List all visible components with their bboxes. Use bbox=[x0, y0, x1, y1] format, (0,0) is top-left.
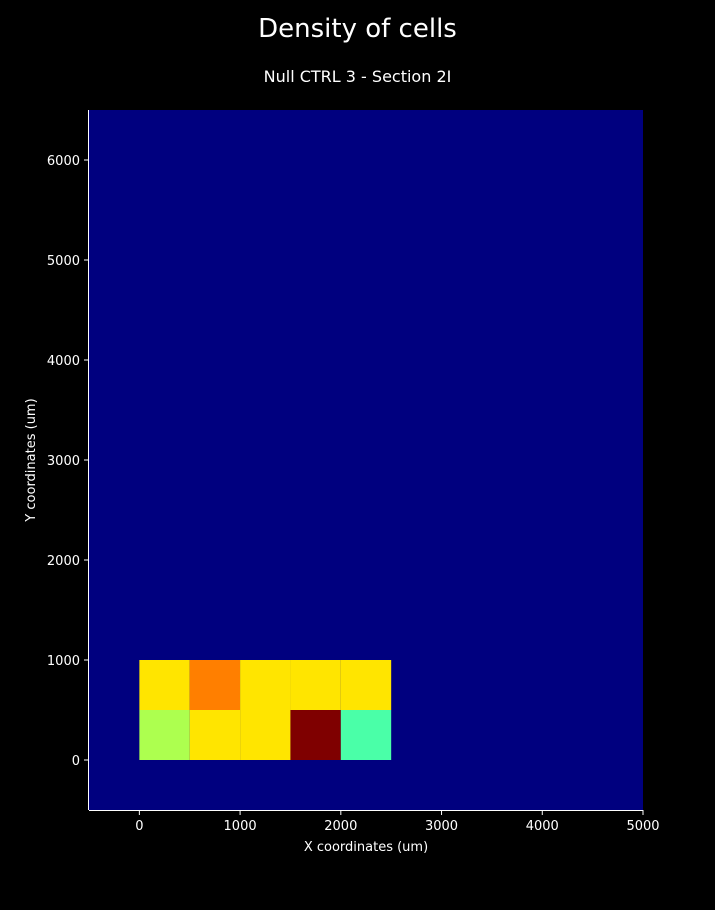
x-tick-label: 5000 bbox=[626, 819, 659, 834]
x-tick-label: 3000 bbox=[425, 819, 458, 834]
x-tick-label: 0 bbox=[135, 819, 143, 834]
heatmap-cell bbox=[290, 660, 341, 710]
x-tick-label: 4000 bbox=[526, 819, 559, 834]
heatmap-cell bbox=[139, 710, 190, 760]
heatmap-cell bbox=[240, 660, 291, 710]
y-axis-label: Y coordinates (um) bbox=[24, 398, 39, 522]
y-axis-ticks: 0 1000 2000 3000 4000 5000 6000 bbox=[47, 154, 89, 769]
x-axis-label: X coordinates (um) bbox=[304, 840, 428, 855]
heatmap-cell bbox=[189, 660, 241, 710]
heatmap-cells bbox=[139, 660, 392, 760]
heatmap-cell bbox=[340, 710, 392, 760]
y-tick-label: 4000 bbox=[47, 354, 80, 369]
chart-title: Null CTRL 3 - Section 2I bbox=[263, 67, 452, 86]
x-axis-ticks: 0 1000 2000 3000 4000 5000 bbox=[135, 810, 660, 834]
heatmap-cell bbox=[240, 710, 291, 760]
x-tick-label: 2000 bbox=[324, 819, 357, 834]
figure-title: Density of cells bbox=[258, 14, 457, 44]
y-tick-label: 2000 bbox=[47, 554, 80, 569]
y-tick-label: 6000 bbox=[47, 154, 80, 169]
y-tick-label: 1000 bbox=[47, 654, 80, 669]
heatmap-cell bbox=[290, 710, 341, 760]
y-tick-label: 5000 bbox=[47, 254, 80, 269]
x-tick-label: 1000 bbox=[224, 819, 257, 834]
heatmap-cell bbox=[189, 710, 241, 760]
heatmap-cell bbox=[139, 660, 190, 710]
y-tick-label: 3000 bbox=[47, 454, 80, 469]
heatmap-cell bbox=[340, 660, 392, 710]
y-tick-label: 0 bbox=[72, 754, 80, 769]
